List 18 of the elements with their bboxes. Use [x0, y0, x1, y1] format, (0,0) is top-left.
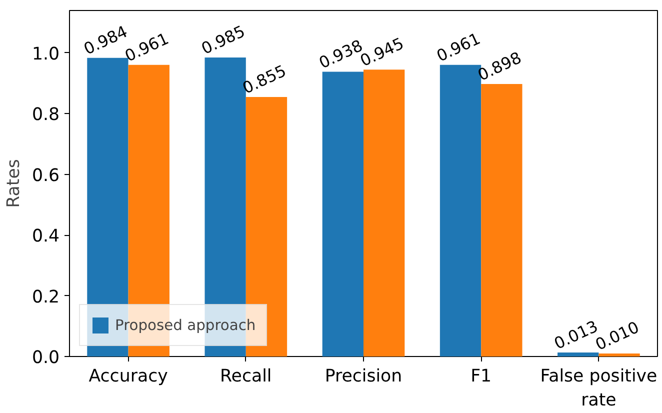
- y-tick-label: 0.0: [32, 348, 60, 368]
- x-tick-label: Accuracy: [88, 366, 168, 386]
- bar: [598, 353, 640, 356]
- bar: [558, 352, 599, 356]
- x-tick-label: False positive rate: [540, 366, 658, 410]
- y-tick-label: 0.4: [32, 226, 60, 247]
- bar: [364, 70, 405, 356]
- x-tick-label: Recall: [220, 366, 272, 386]
- bar: [481, 84, 522, 356]
- bar: [322, 72, 364, 356]
- y-axis-title: Rates: [4, 159, 24, 208]
- y-tick-label: 0.2: [32, 287, 60, 308]
- y-tick-label: 1.0: [32, 44, 60, 64]
- y-tick-label: 0.6: [32, 166, 60, 186]
- x-tick-label: Precision: [324, 366, 402, 386]
- x-tick-label: F1: [470, 366, 492, 386]
- y-tick-label: 0.8: [32, 105, 60, 126]
- legend-label: Proposed approach: [115, 316, 256, 334]
